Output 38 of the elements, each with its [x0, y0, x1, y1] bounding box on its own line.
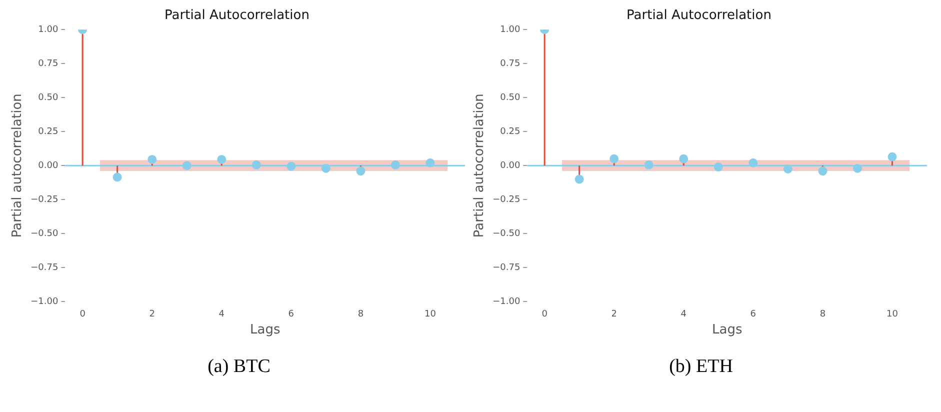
text: (b) ETH [668, 356, 734, 378]
y-tick-label: 1.00 [500, 24, 520, 35]
x-tick-label: 6 [288, 309, 294, 320]
y-tick-label: −0.75 [492, 262, 520, 273]
x-tick-label: 8 [358, 309, 364, 320]
y-tick-label: 1.00 [38, 24, 58, 35]
x-tick-label: 10 [424, 309, 436, 320]
y-tick-label: 0.00 [38, 160, 58, 171]
x-axis-title: Lags [250, 322, 280, 338]
y-tick-label: −1.00 [30, 296, 58, 307]
y-tick-label: 0.50 [500, 92, 520, 103]
y-tick-label: −1.00 [492, 296, 520, 307]
text: (a) BTC [206, 356, 272, 378]
x-tick-label: 2 [611, 309, 617, 320]
y-tick-label: −0.75 [30, 262, 58, 273]
y-axis-title: Partial autocorrelation [10, 94, 26, 238]
y-tick-label: 0.25 [500, 126, 520, 137]
x-tick-label: 10 [886, 309, 898, 320]
x-tick-label: 4 [218, 309, 225, 320]
y-tick-label: −0.50 [30, 228, 58, 239]
y-tick-label: 0.50 [38, 92, 58, 103]
x-tick-label: 2 [149, 309, 155, 320]
x-tick-label: 0 [80, 309, 86, 320]
y-tick-label: −0.50 [492, 228, 520, 239]
y-tick-label: 0.75 [500, 58, 520, 69]
chart-title: Partial Autocorrelation [164, 8, 310, 24]
y-tick-label: −0.25 [30, 194, 58, 205]
y-tick-label: 0.75 [38, 58, 58, 69]
x-tick-label: 0 [542, 309, 548, 320]
x-tick-label: 4 [680, 309, 687, 320]
y-axis-title: Partial autocorrelation [472, 94, 488, 238]
x-tick-label: 8 [820, 309, 826, 320]
x-tick-label: 6 [750, 309, 756, 320]
y-tick-label: 0.00 [500, 160, 520, 171]
x-axis-title: Lags [712, 322, 742, 338]
y-tick-label: 0.25 [38, 126, 58, 137]
chart-title: Partial Autocorrelation [626, 8, 772, 24]
y-tick-label: −0.25 [492, 194, 520, 205]
